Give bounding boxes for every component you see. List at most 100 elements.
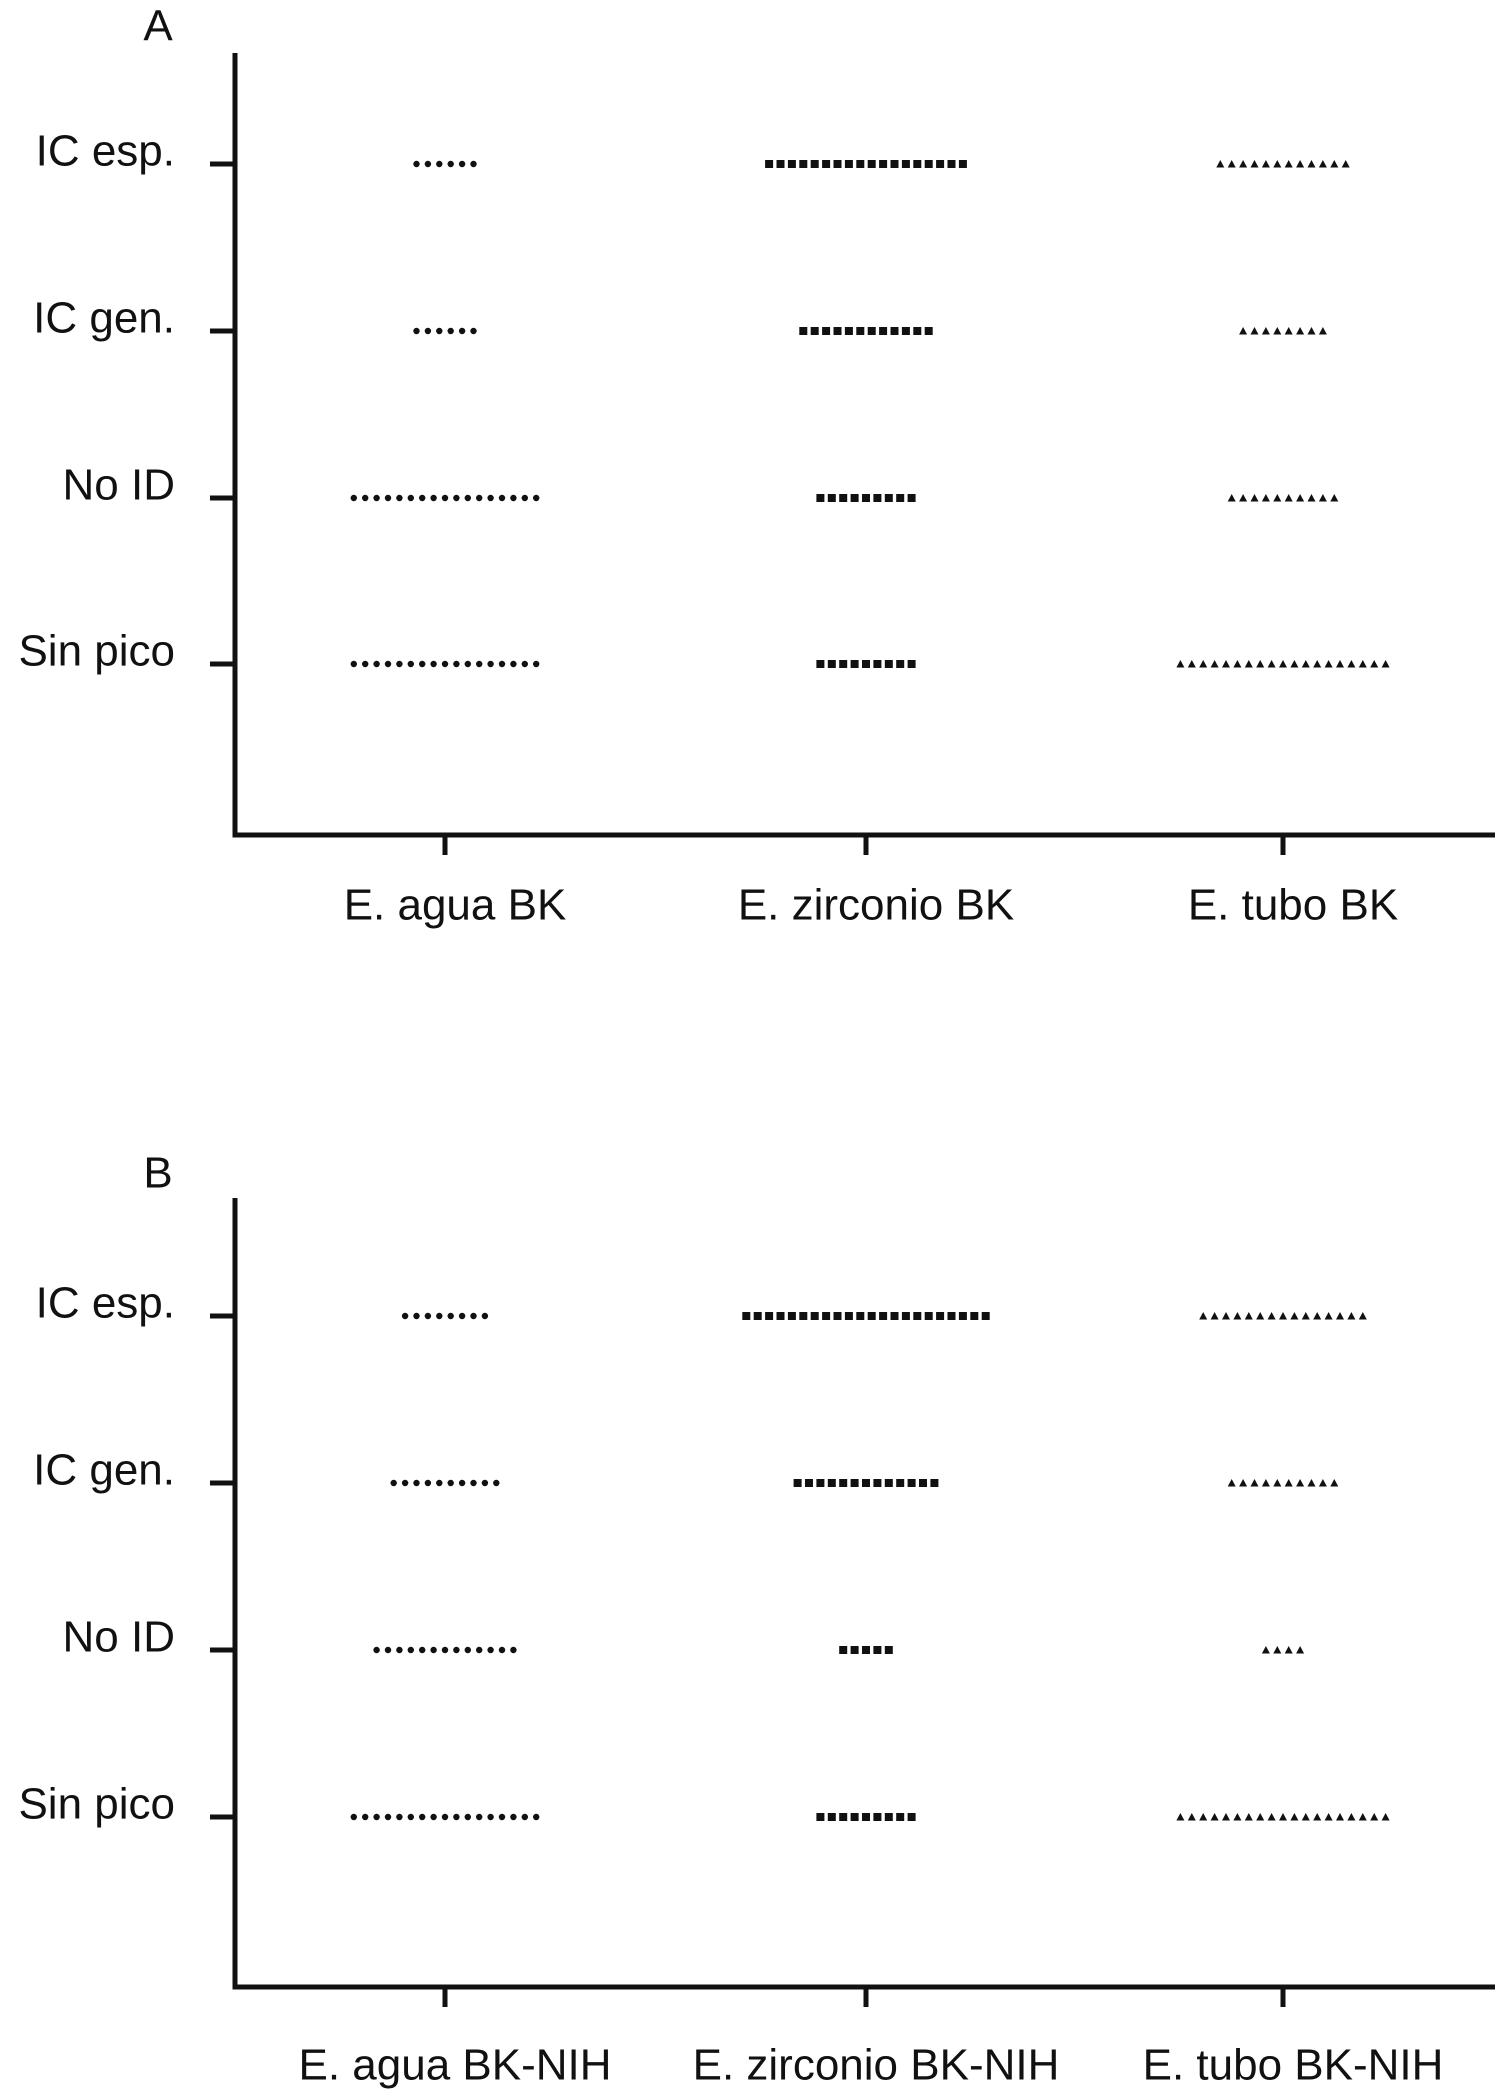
dot	[362, 1813, 369, 1821]
dot	[884, 1479, 893, 1487]
dot-group	[390, 1479, 500, 1487]
dot	[862, 494, 870, 502]
dot-group	[799, 327, 933, 335]
dot	[453, 1646, 460, 1654]
dot	[1284, 494, 1293, 502]
dot	[850, 1479, 859, 1487]
dot	[873, 660, 882, 668]
dot	[873, 1479, 882, 1487]
dot	[1250, 1479, 1259, 1487]
dot	[1199, 660, 1208, 668]
dot	[890, 1312, 899, 1320]
dot	[765, 160, 774, 168]
dot	[1370, 660, 1379, 668]
dot	[413, 160, 420, 168]
dot	[1244, 1312, 1253, 1320]
dot	[1256, 1312, 1265, 1320]
dot-group	[1227, 1479, 1339, 1487]
dot-group	[839, 1646, 893, 1654]
dot-group	[765, 160, 967, 168]
dot	[441, 494, 449, 502]
dot	[1250, 327, 1259, 335]
dot	[787, 1312, 796, 1320]
dot-group	[816, 660, 916, 668]
dot-group	[401, 1312, 489, 1320]
panel-title: A	[143, 2, 173, 51]
dot	[441, 660, 449, 668]
dot	[424, 1479, 432, 1487]
dot	[1358, 1813, 1367, 1821]
dot	[430, 1813, 437, 1821]
dot	[424, 160, 432, 168]
dot	[822, 160, 831, 168]
dot	[1233, 1312, 1242, 1320]
dot	[1199, 1312, 1208, 1320]
dot	[1250, 160, 1259, 168]
dot-group	[816, 1813, 916, 1821]
dot	[407, 1813, 414, 1821]
dot	[850, 1813, 859, 1821]
dot	[822, 1312, 831, 1320]
dot	[498, 1646, 506, 1654]
dot	[1330, 494, 1339, 502]
dot	[816, 1479, 825, 1487]
dot	[1273, 160, 1282, 168]
dot	[384, 1813, 392, 1821]
dot	[1176, 1813, 1185, 1821]
dot	[1210, 1813, 1219, 1821]
x-tick-label: E. agua BK	[344, 881, 567, 930]
dot	[1370, 1813, 1379, 1821]
dot	[464, 1646, 471, 1654]
dot	[867, 160, 876, 168]
dot	[373, 494, 380, 502]
dot	[1267, 660, 1276, 668]
dot	[856, 327, 865, 335]
dot	[833, 1312, 842, 1320]
dot	[924, 327, 933, 335]
dot	[521, 1813, 528, 1821]
dot	[441, 1813, 449, 1821]
dot	[1296, 1646, 1305, 1654]
dot	[1199, 1813, 1208, 1821]
dot	[419, 660, 426, 668]
dot	[350, 660, 357, 668]
dot	[879, 327, 888, 335]
dot-group	[793, 1479, 939, 1487]
dot	[856, 160, 865, 168]
dot	[924, 160, 933, 168]
dot	[350, 494, 357, 502]
dot	[1307, 160, 1316, 168]
dot	[1222, 1813, 1230, 1821]
dot	[1284, 160, 1293, 168]
dot	[1261, 160, 1270, 168]
dot	[810, 1312, 819, 1320]
dot	[373, 1813, 380, 1821]
dot	[907, 1479, 916, 1487]
dot	[413, 1312, 420, 1320]
dot	[765, 1312, 774, 1320]
dot	[498, 1813, 506, 1821]
dot	[1222, 660, 1230, 668]
dot	[1301, 1312, 1310, 1320]
y-tick-label: Sin pico	[18, 1780, 175, 1829]
dot	[913, 1312, 922, 1320]
dot	[753, 1312, 762, 1320]
dot	[1216, 160, 1225, 168]
dot	[827, 1813, 836, 1821]
dot	[476, 660, 483, 668]
dot	[384, 1646, 392, 1654]
dot	[1244, 1813, 1253, 1821]
dot	[873, 494, 882, 502]
dot	[844, 1312, 853, 1320]
dot	[1273, 327, 1282, 335]
dot	[879, 1312, 888, 1320]
dot-group	[1176, 660, 1390, 668]
dot	[816, 660, 825, 668]
dot	[896, 1813, 905, 1821]
dot	[487, 1813, 494, 1821]
dot	[1273, 1646, 1282, 1654]
dot	[1330, 160, 1339, 168]
dot	[839, 1646, 848, 1654]
dot	[1296, 494, 1305, 502]
dot	[1261, 1646, 1270, 1654]
